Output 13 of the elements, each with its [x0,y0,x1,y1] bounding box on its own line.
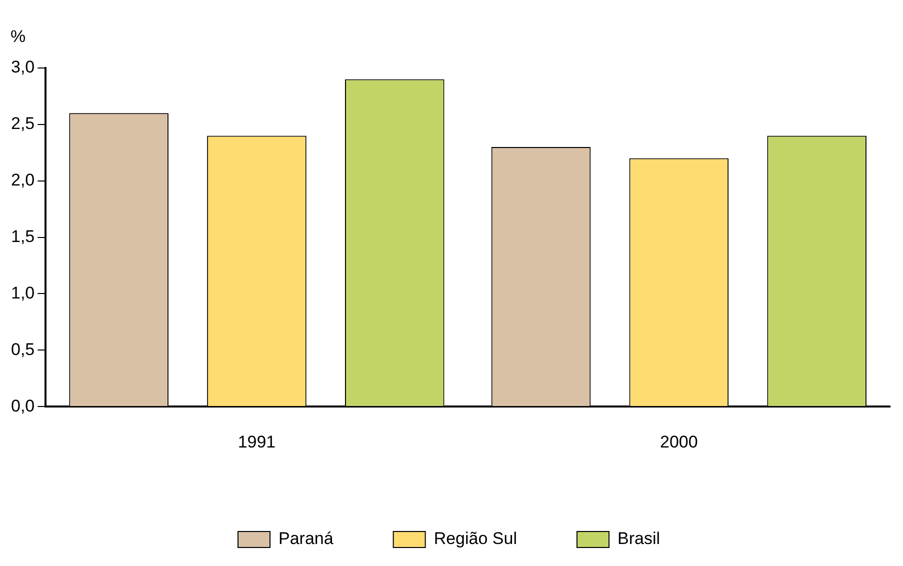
legend-label: Paraná [278,529,334,548]
y-tick-label: 0,0 [10,396,35,416]
y-tick-label: 2,0 [10,170,35,190]
x-tick-label: 1991 [238,432,276,452]
legend-label: Brasil [617,529,660,548]
legend-label: Região Sul [434,529,517,548]
y-tick-label: 0,5 [10,340,35,359]
y-tick-label: 1,0 [10,283,35,302]
y-axis-title: % [10,27,26,46]
y-tick-label: 3,0 [10,58,35,77]
y-tick-label: 1,5 [10,226,35,246]
x-tick-label: 2000 [660,432,698,452]
y-tick-label: 2,5 [10,114,35,134]
